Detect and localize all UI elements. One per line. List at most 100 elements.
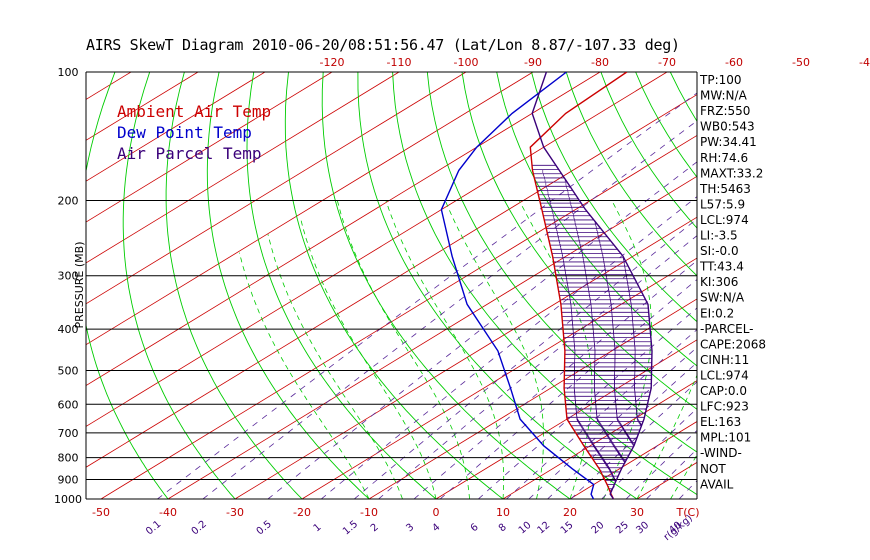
index-label: L57:5.9 (700, 197, 745, 211)
bottom-tick-label: 30 (630, 506, 644, 519)
legend-entry: Air Parcel Temp (117, 144, 262, 163)
index-label: MAXT:33.2 (700, 166, 763, 180)
pressure-tick-label: 800 (58, 452, 79, 465)
index-label: TP:100 (699, 73, 742, 87)
dry-adiabat-line (809, 72, 870, 499)
index-label: AVAIL (700, 477, 734, 491)
mixing-ratio-tick-label: 0.1 (144, 519, 163, 538)
mixing-ratio-tick-label: 15 (559, 520, 576, 537)
index-label: -WIND- (700, 446, 742, 460)
index-label: SW:N/A (700, 291, 745, 305)
index-label: -PARCEL- (700, 322, 754, 336)
index-label: LI:-3.5 (700, 229, 738, 243)
index-label: CAP:0.0 (700, 384, 747, 398)
dry-adiabat-line (461, 72, 697, 410)
dry-adiabat-line (774, 72, 870, 499)
index-label: EL:163 (700, 415, 741, 429)
mixing-ratio-line (439, 278, 697, 499)
index-label: RH:74.6 (700, 151, 748, 165)
mixing-ratio-line (353, 218, 697, 499)
sounding-profiles (440, 72, 653, 499)
x-axis-label: T(C) (676, 506, 700, 519)
index-label: NOT (700, 462, 726, 476)
mixing-ratio-tick-label: 0.2 (190, 519, 209, 538)
mixing-ratio-tick-label: 3 (404, 522, 416, 535)
pressure-tick-label: 500 (58, 364, 79, 377)
isotherm-line (100, 134, 697, 499)
pressure-tick-label: 700 (58, 427, 79, 440)
index-label: EI:0.2 (700, 306, 734, 320)
mixing-ratio-tick-label: 20 (590, 520, 607, 537)
isotherm-line (502, 380, 697, 499)
mixing-ratio-line (378, 235, 697, 499)
index-label: LCL:974 (700, 213, 749, 227)
mixing-ratio-tick-label: 1.5 (341, 519, 360, 538)
mixing-ratio-line (413, 260, 697, 499)
index-label: LFC:923 (700, 400, 749, 414)
bottom-tick-label: 10 (496, 506, 510, 519)
pressure-tick-label: 900 (58, 473, 79, 486)
bottom-tick-label: -10 (360, 506, 378, 519)
dewpoint-temp-line (440, 72, 595, 499)
index-label: TT:43.4 (699, 260, 744, 274)
dry-adiabat-line (740, 72, 870, 499)
pressure-tick-label: 600 (58, 398, 79, 411)
dry-adiabat-line (357, 72, 638, 499)
legend: Ambient Air Temp Dew Point Temp Air Parcel… (117, 102, 271, 163)
dry-adiabat-line (531, 72, 697, 323)
index-label: TH:5463 (699, 182, 751, 196)
index-label: LCL:974 (700, 368, 749, 382)
moist-adiabat-line (670, 454, 697, 499)
dry-adiabat-line (321, 72, 571, 499)
mixing-ratio-tick-label: 1 (312, 522, 324, 535)
moist-adiabat-line (636, 374, 697, 499)
dry-adiabat-line (246, 72, 437, 499)
chart-title: AIRS SkewT Diagram 2010-06-20/08:51:56.4… (86, 36, 680, 54)
dry-adiabat-line (496, 72, 697, 367)
mixing-ratio-tick-label: 12 (535, 520, 552, 537)
isotherm-line (435, 339, 697, 499)
mixing-ratio-line (320, 196, 697, 499)
parcel-temp-line (531, 72, 653, 499)
index-label: FRZ:550 (700, 104, 750, 118)
bottom-tick-label: 0 (433, 506, 440, 519)
mixing-ratio-tick-label: 25 (614, 520, 631, 537)
legend-entry: Ambient Air Temp (117, 102, 271, 121)
index-label: PW:34.41 (700, 135, 757, 149)
dry-adiabat-line (206, 72, 370, 499)
bottom-tick-label: -50 (92, 506, 110, 519)
top-tick-label: -50 (792, 56, 810, 69)
top-tick-label: -110 (387, 56, 412, 69)
isotherm-line (86, 72, 601, 387)
dry-adiabat-line (565, 72, 697, 277)
mixing-ratio-line (157, 92, 697, 499)
index-label: CINH:11 (700, 353, 749, 367)
top-tick-label: -90 (524, 56, 542, 69)
mixing-ratio-tick-label: 2 (369, 522, 381, 535)
top-tick-label: -120 (320, 56, 345, 69)
isotherm-line (771, 72, 870, 499)
isobars: 100 200 300 400 500 600 700 800 900 1000 (54, 66, 697, 506)
isotherm-line (86, 72, 333, 223)
pressure-tick-label: 400 (58, 323, 79, 336)
dry-adiabat-line (284, 72, 504, 499)
legend-entry: Dew Point Temp (117, 123, 252, 142)
mixing-ratio-tick-label: 30 (634, 520, 651, 537)
index-label: MPL:101 (700, 431, 751, 445)
moist-adiabat-line (444, 200, 544, 499)
isotherm-line (86, 72, 266, 182)
mixing-ratio-tick-label: 10 (517, 520, 534, 537)
isotherm-line (86, 72, 400, 264)
bottom-tick-label: -30 (226, 506, 244, 519)
dry-adiabat-line (86, 72, 169, 499)
mixing-ratio-line (267, 161, 697, 499)
moist-adiabat-line (239, 252, 370, 499)
mixing-ratio-line (646, 448, 697, 499)
isotherm-line (86, 94, 697, 468)
y-axis-label: PRESSURE (MB) (73, 242, 86, 329)
top-tick-label: -60 (725, 56, 743, 69)
cape-hatching (532, 164, 652, 494)
mixing-ratio-line (202, 120, 697, 499)
